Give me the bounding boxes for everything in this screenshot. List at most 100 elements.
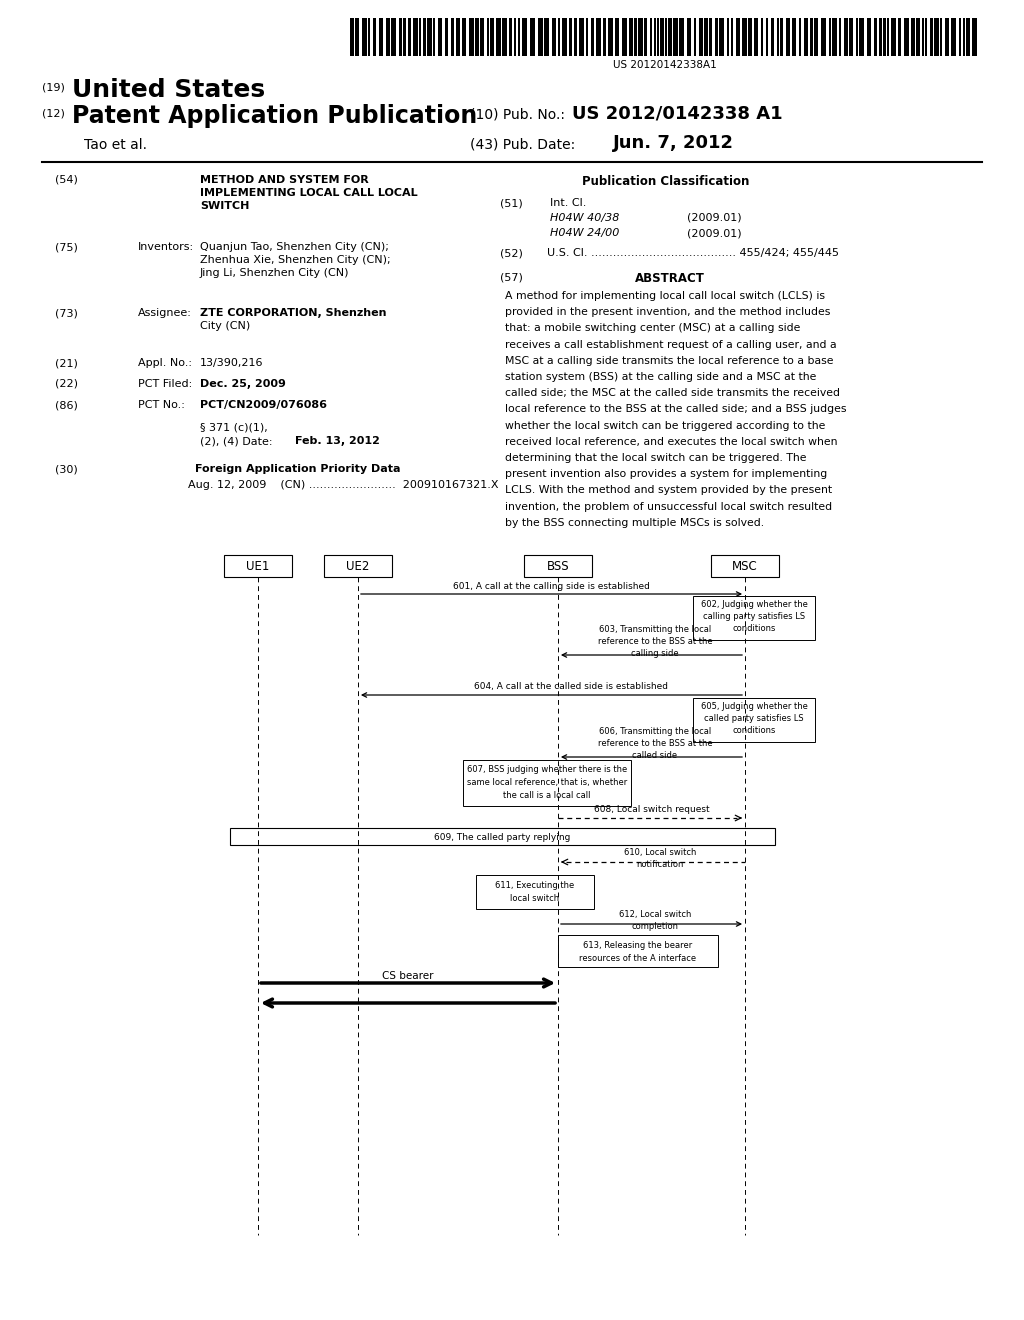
Text: BSS: BSS [547,561,569,573]
Bar [514,18,516,55]
Bar [693,597,815,640]
Text: calling side: calling side [631,649,679,657]
Text: UE1: UE1 [247,561,269,573]
Bar [727,18,729,55]
Text: invention, the problem of unsuccessful local switch resulted: invention, the problem of unsuccessful l… [505,502,833,512]
Text: present invention also provides a system for implementing: present invention also provides a system… [505,469,827,479]
Bar [522,18,527,55]
Text: determining that the local switch can be triggered. The: determining that the local switch can be… [505,453,807,463]
Text: resources of the A interface: resources of the A interface [580,954,696,964]
Bar [509,18,512,55]
Bar [569,18,572,55]
Text: PCT No.:: PCT No.: [138,400,185,411]
Text: (75): (75) [55,242,78,252]
Text: Zhenhua Xie, Shenzhen City (CN);: Zhenhua Xie, Shenzhen City (CN); [200,255,390,265]
Bar [709,18,712,55]
Text: SWITCH: SWITCH [200,201,250,211]
Bar [731,18,733,55]
Text: provided in the present invention, and the method includes: provided in the present invention, and t… [505,308,830,317]
Bar [814,18,818,55]
Text: (57): (57) [500,272,523,282]
Bar [867,18,871,55]
Text: Int. Cl.: Int. Cl. [550,198,587,209]
Bar [574,18,577,55]
Text: (43) Pub. Date:: (43) Pub. Date: [470,139,575,152]
Text: Assignee:: Assignee: [138,308,191,318]
Bar [480,18,484,55]
Bar [423,18,426,55]
Bar [736,18,740,55]
Text: Quanjun Tao, Shenzhen City (CN);: Quanjun Tao, Shenzhen City (CN); [200,242,389,252]
Bar [879,18,882,55]
Text: Aug. 12, 2009    (CN) ........................  200910167321.X: Aug. 12, 2009 (CN) .....................… [188,480,499,490]
Text: reference to the BSS at the: reference to the BSS at the [598,638,713,645]
Bar [966,18,970,55]
Text: (2), (4) Date:: (2), (4) Date: [200,436,272,446]
Text: (12): (12) [42,108,65,117]
Bar [391,18,396,55]
Bar [940,18,942,55]
Text: (73): (73) [55,308,78,318]
Bar [496,18,501,55]
Bar [591,18,594,55]
Text: 612, Local switch: 612, Local switch [618,909,691,919]
Text: called side; the MSC at the called side transmits the received: called side; the MSC at the called side … [505,388,840,399]
Text: (30): (30) [55,465,78,474]
Text: 610, Local switch: 610, Local switch [624,847,696,857]
Bar [934,18,939,55]
Bar [904,18,909,55]
Text: Inventors:: Inventors: [138,242,195,252]
Text: calling party satisfies LS: calling party satisfies LS [702,612,805,620]
Text: same local reference, that is, whether: same local reference, that is, whether [467,777,627,787]
Bar [324,554,392,577]
Text: PCT/CN2009/076086: PCT/CN2009/076086 [200,400,327,411]
Text: (10) Pub. No.:: (10) Pub. No.: [470,108,565,121]
Bar [362,18,367,55]
Bar [673,18,678,55]
Bar [687,18,691,55]
Bar [951,18,956,55]
Text: Patent Application Publication: Patent Application Publication [72,104,477,128]
Bar [665,18,667,55]
Bar [438,18,442,55]
Bar [552,18,556,55]
Bar [925,18,927,55]
Bar [766,18,768,55]
Bar [463,760,631,807]
Bar [462,18,466,55]
Text: Jing Li, Shenzhen City (CN): Jing Li, Shenzhen City (CN) [200,268,349,279]
Text: IMPLEMENTING LOCAL CALL LOCAL: IMPLEMENTING LOCAL CALL LOCAL [200,187,418,198]
Bar [654,18,656,55]
Text: Dec. 25, 2009: Dec. 25, 2009 [200,379,286,389]
Text: (51): (51) [500,198,522,209]
Bar [469,18,474,55]
Bar [524,554,592,577]
Text: (2009.01): (2009.01) [687,213,741,223]
Text: 601, A call at the calling side is established: 601, A call at the calling side is estab… [453,582,650,591]
Bar [657,18,659,55]
Bar [786,18,790,55]
Bar [603,18,606,55]
Bar [399,18,402,55]
Bar [586,18,588,55]
Text: METHOD AND SYSTEM FOR: METHOD AND SYSTEM FOR [200,176,369,185]
Text: notification: notification [636,861,684,869]
Bar [719,18,724,55]
Bar [930,18,933,55]
Bar [490,18,494,55]
Bar [427,18,432,55]
Text: 611, Executing the: 611, Executing the [496,880,574,890]
Bar [679,18,684,55]
Text: (2009.01): (2009.01) [687,228,741,238]
Text: § 371 (c)(1),: § 371 (c)(1), [200,422,267,433]
Text: 603, Transmitting the local: 603, Transmitting the local [599,624,711,634]
Bar [804,18,808,55]
Text: Foreign Application Priority Data: Foreign Application Priority Data [195,465,400,474]
Text: Publication Classification: Publication Classification [582,176,750,187]
Text: 605, Judging whether the: 605, Judging whether the [700,702,808,711]
Text: called party satisfies LS: called party satisfies LS [705,714,804,723]
Text: 604, A call at the called side is established: 604, A call at the called side is establ… [474,682,669,690]
Text: 613, Releasing the bearer: 613, Releasing the bearer [584,941,692,950]
Bar [922,18,924,55]
Text: Tao et al.: Tao et al. [84,139,147,152]
